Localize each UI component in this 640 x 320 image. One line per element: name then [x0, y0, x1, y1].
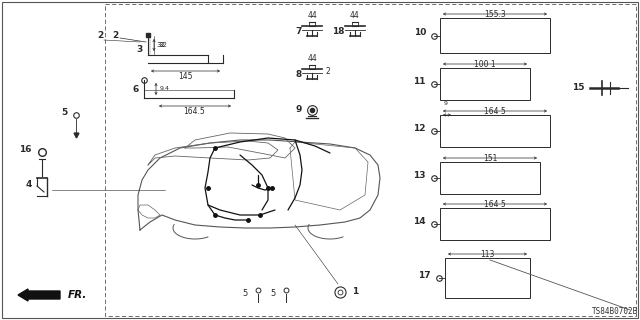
Text: 6: 6 — [132, 84, 139, 93]
Text: 164.5: 164.5 — [183, 107, 205, 116]
Text: 11: 11 — [413, 77, 426, 86]
Text: 3: 3 — [137, 44, 143, 53]
Bar — [440, 115, 550, 147]
Text: 8: 8 — [296, 70, 302, 79]
Bar — [440, 18, 550, 53]
Text: 13: 13 — [413, 171, 426, 180]
FancyArrow shape — [18, 289, 60, 301]
Text: 44: 44 — [307, 54, 317, 63]
Text: 7: 7 — [296, 27, 302, 36]
Text: 2: 2 — [97, 31, 103, 40]
Text: 14: 14 — [413, 217, 426, 226]
Text: 10: 10 — [413, 28, 426, 37]
Text: 4: 4 — [26, 180, 32, 189]
Text: 5: 5 — [61, 108, 68, 117]
Text: 151: 151 — [483, 154, 497, 163]
Text: 1: 1 — [352, 287, 358, 297]
Text: 44: 44 — [350, 11, 360, 20]
Text: 164 5: 164 5 — [484, 200, 506, 209]
Text: 164 5: 164 5 — [484, 107, 506, 116]
Text: 155.3: 155.3 — [484, 10, 506, 19]
Bar — [440, 162, 540, 194]
Text: 44: 44 — [307, 11, 317, 20]
Text: 2: 2 — [326, 67, 331, 76]
Text: TS84B0702B: TS84B0702B — [592, 307, 638, 316]
Text: 9.4: 9.4 — [160, 85, 170, 91]
Text: 12: 12 — [413, 124, 426, 133]
Text: 16: 16 — [19, 145, 32, 154]
Text: 5: 5 — [243, 289, 248, 298]
Text: 17: 17 — [419, 271, 431, 280]
Text: 32: 32 — [156, 42, 165, 48]
Text: 18: 18 — [333, 27, 345, 36]
Bar — [105, 4, 636, 316]
Text: 32: 32 — [158, 42, 167, 48]
Text: 15: 15 — [573, 84, 585, 92]
Text: FR.: FR. — [68, 290, 88, 300]
Text: 100 1: 100 1 — [474, 60, 496, 69]
Text: 5: 5 — [271, 289, 276, 298]
Text: 145: 145 — [178, 72, 192, 81]
Bar — [445, 258, 530, 298]
Text: 9: 9 — [444, 101, 448, 106]
Text: 9: 9 — [296, 105, 302, 114]
Text: 2: 2 — [112, 31, 118, 40]
Bar — [440, 208, 550, 240]
Bar — [440, 68, 530, 100]
Text: 113: 113 — [480, 250, 495, 259]
